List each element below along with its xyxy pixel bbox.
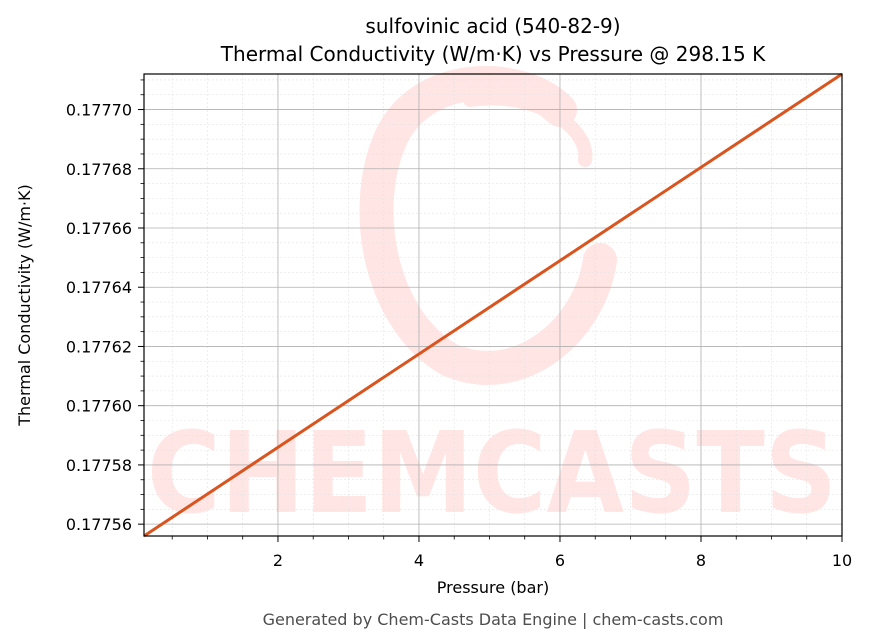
axis-ticks	[138, 79, 843, 542]
major-grid	[144, 74, 843, 536]
y-tick-label: 0.17770	[66, 101, 132, 120]
watermark-logo-ring	[359, 65, 617, 385]
y-tick-label: 0.17758	[66, 456, 132, 475]
y-tick-label: 0.17760	[66, 397, 132, 416]
x-tick-label: 2	[273, 551, 283, 570]
y-axis-label: Thermal Conductivity (W/m·K)	[15, 184, 34, 427]
footer-credit: Generated by Chem-Casts Data Engine | ch…	[263, 610, 724, 629]
watermark: CHEMCASTS	[147, 65, 837, 539]
y-tick-label: 0.17768	[66, 160, 132, 179]
y-tick-label: 0.17756	[66, 515, 132, 534]
watermark-logo-swirl	[463, 91, 593, 167]
y-tick-label: 0.17762	[66, 337, 132, 356]
x-tick-label: 6	[555, 551, 565, 570]
x-tick-label: 8	[696, 551, 706, 570]
y-tick-label: 0.17766	[66, 219, 132, 238]
x-axis-label: Pressure (bar)	[437, 578, 549, 597]
watermark-text: CHEMCASTS	[147, 409, 837, 539]
x-tick-label: 10	[832, 551, 852, 570]
minor-grid	[144, 74, 842, 536]
y-tick-label: 0.17764	[66, 278, 132, 297]
plot-frame	[143, 73, 843, 537]
chart-title-line2: Thermal Conductivity (W/m·K) vs Pressure…	[220, 42, 766, 66]
series-group	[143, 72, 843, 538]
x-tick-label: 4	[414, 551, 424, 570]
y-tick-labels: 0.17756 0.17758 0.17760 0.17762 0.17764 0.177…	[66, 101, 132, 535]
chart-title-line1: sulfovinic acid (540-82-9)	[365, 14, 620, 38]
series-line	[143, 72, 843, 538]
x-tick-labels: 2 4 6 8 10	[273, 551, 852, 570]
